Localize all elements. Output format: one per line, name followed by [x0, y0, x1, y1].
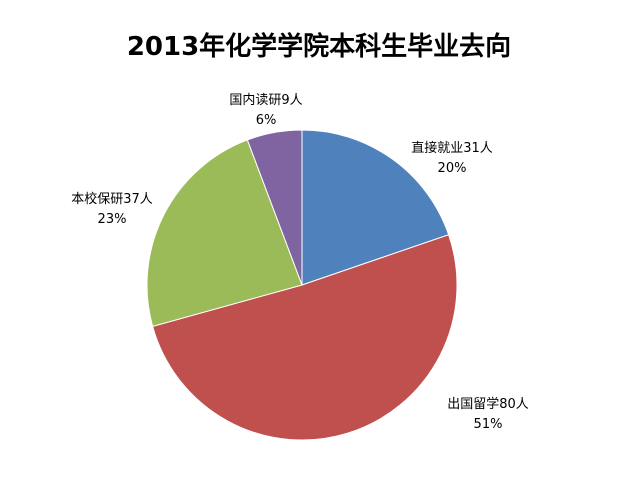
pie-slice-4	[246, 129, 303, 286]
chart-title: 2013年化学学院本科生毕业去向	[126, 32, 512, 62]
slice-percent-1: 20%	[438, 161, 467, 176]
slice-label-1: 直接就业31人	[411, 140, 493, 156]
pie-slice-1	[301, 129, 450, 286]
pie-slice-2	[152, 234, 458, 441]
slice-label-4: 国内读研9人	[229, 92, 302, 108]
slice-percent-4: 6%	[256, 113, 277, 128]
pie-slice-3	[146, 139, 303, 327]
slice-percent-3: 23%	[98, 212, 127, 227]
slice-label-2: 出国留学80人	[447, 396, 529, 412]
slice-label-3: 本校保研37人	[71, 191, 153, 207]
slice-percent-2: 51%	[474, 417, 503, 432]
